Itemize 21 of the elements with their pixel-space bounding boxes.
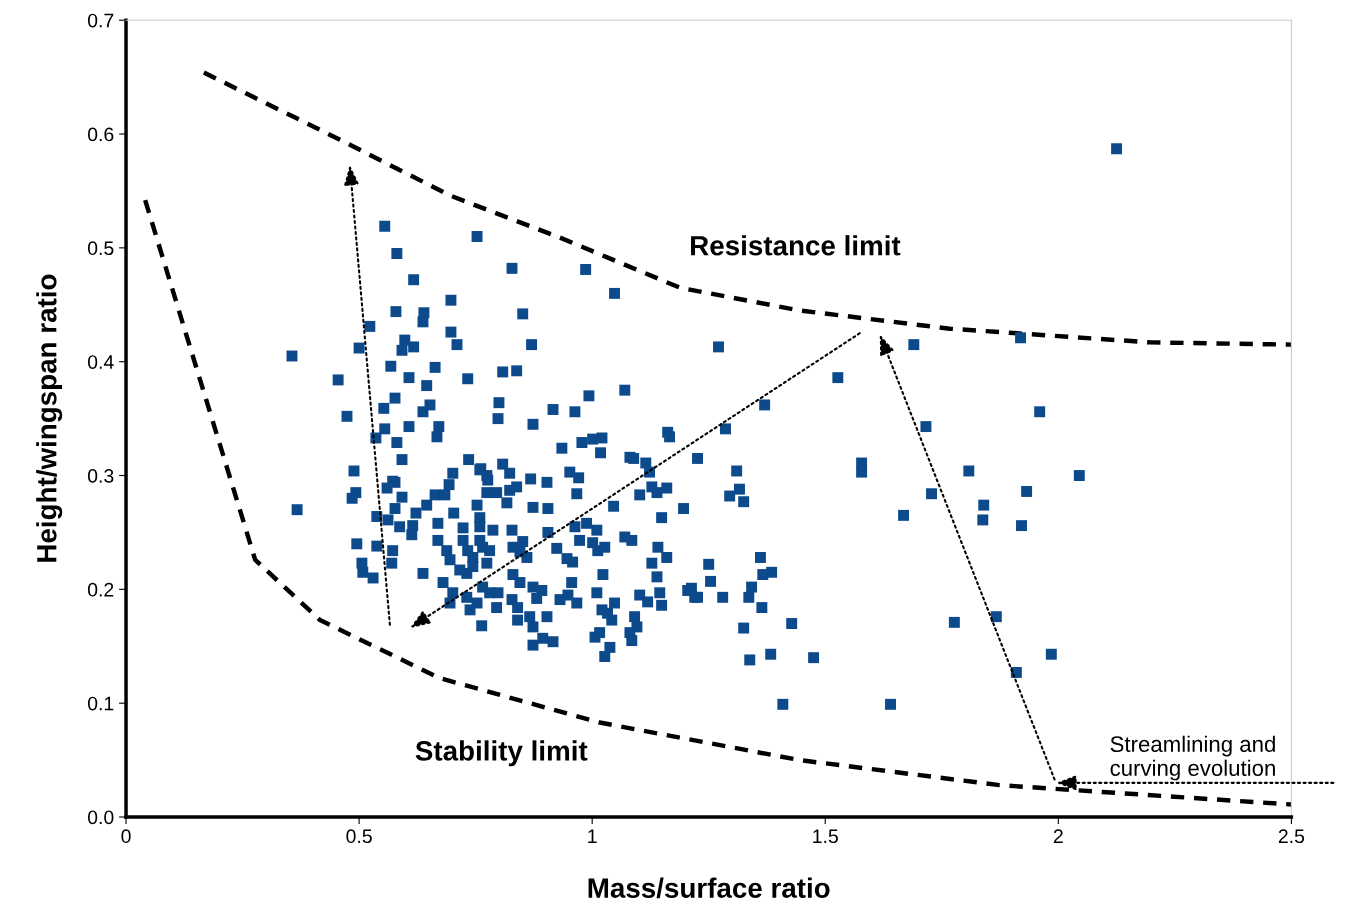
y-tick-label: 0.0 xyxy=(87,810,114,825)
x-tick-label: 1 xyxy=(588,829,597,843)
annotation: Streamlining and curving evolution xyxy=(1110,735,1275,781)
x-axis-title: Mass/surface ratio xyxy=(588,877,830,899)
annotation: Resistance limit xyxy=(691,235,901,256)
y-tick-label: 0.3 xyxy=(87,468,114,483)
x-tick-label: 0.5 xyxy=(346,829,372,844)
y-tick-label: 0.1 xyxy=(87,696,114,711)
annotation: Stability limit xyxy=(415,740,588,767)
x-tick-label: 0 xyxy=(121,829,131,844)
y-tick-label: 0.7 xyxy=(87,13,114,28)
line-series xyxy=(201,70,1292,347)
x-tick-label: 1.5 xyxy=(813,829,838,844)
y-tick-label: 0.5 xyxy=(87,241,114,256)
y-axis-title: Height/wingspan ratio xyxy=(36,274,63,562)
x-tick-label: 2.5 xyxy=(1278,829,1305,844)
y-tick-label: 0.2 xyxy=(87,582,114,597)
line-series xyxy=(142,197,1292,807)
y-tick-label: 0.6 xyxy=(87,127,114,142)
y-tick-label: 0.4 xyxy=(87,355,114,369)
x-tick-label: 2 xyxy=(1053,829,1063,843)
